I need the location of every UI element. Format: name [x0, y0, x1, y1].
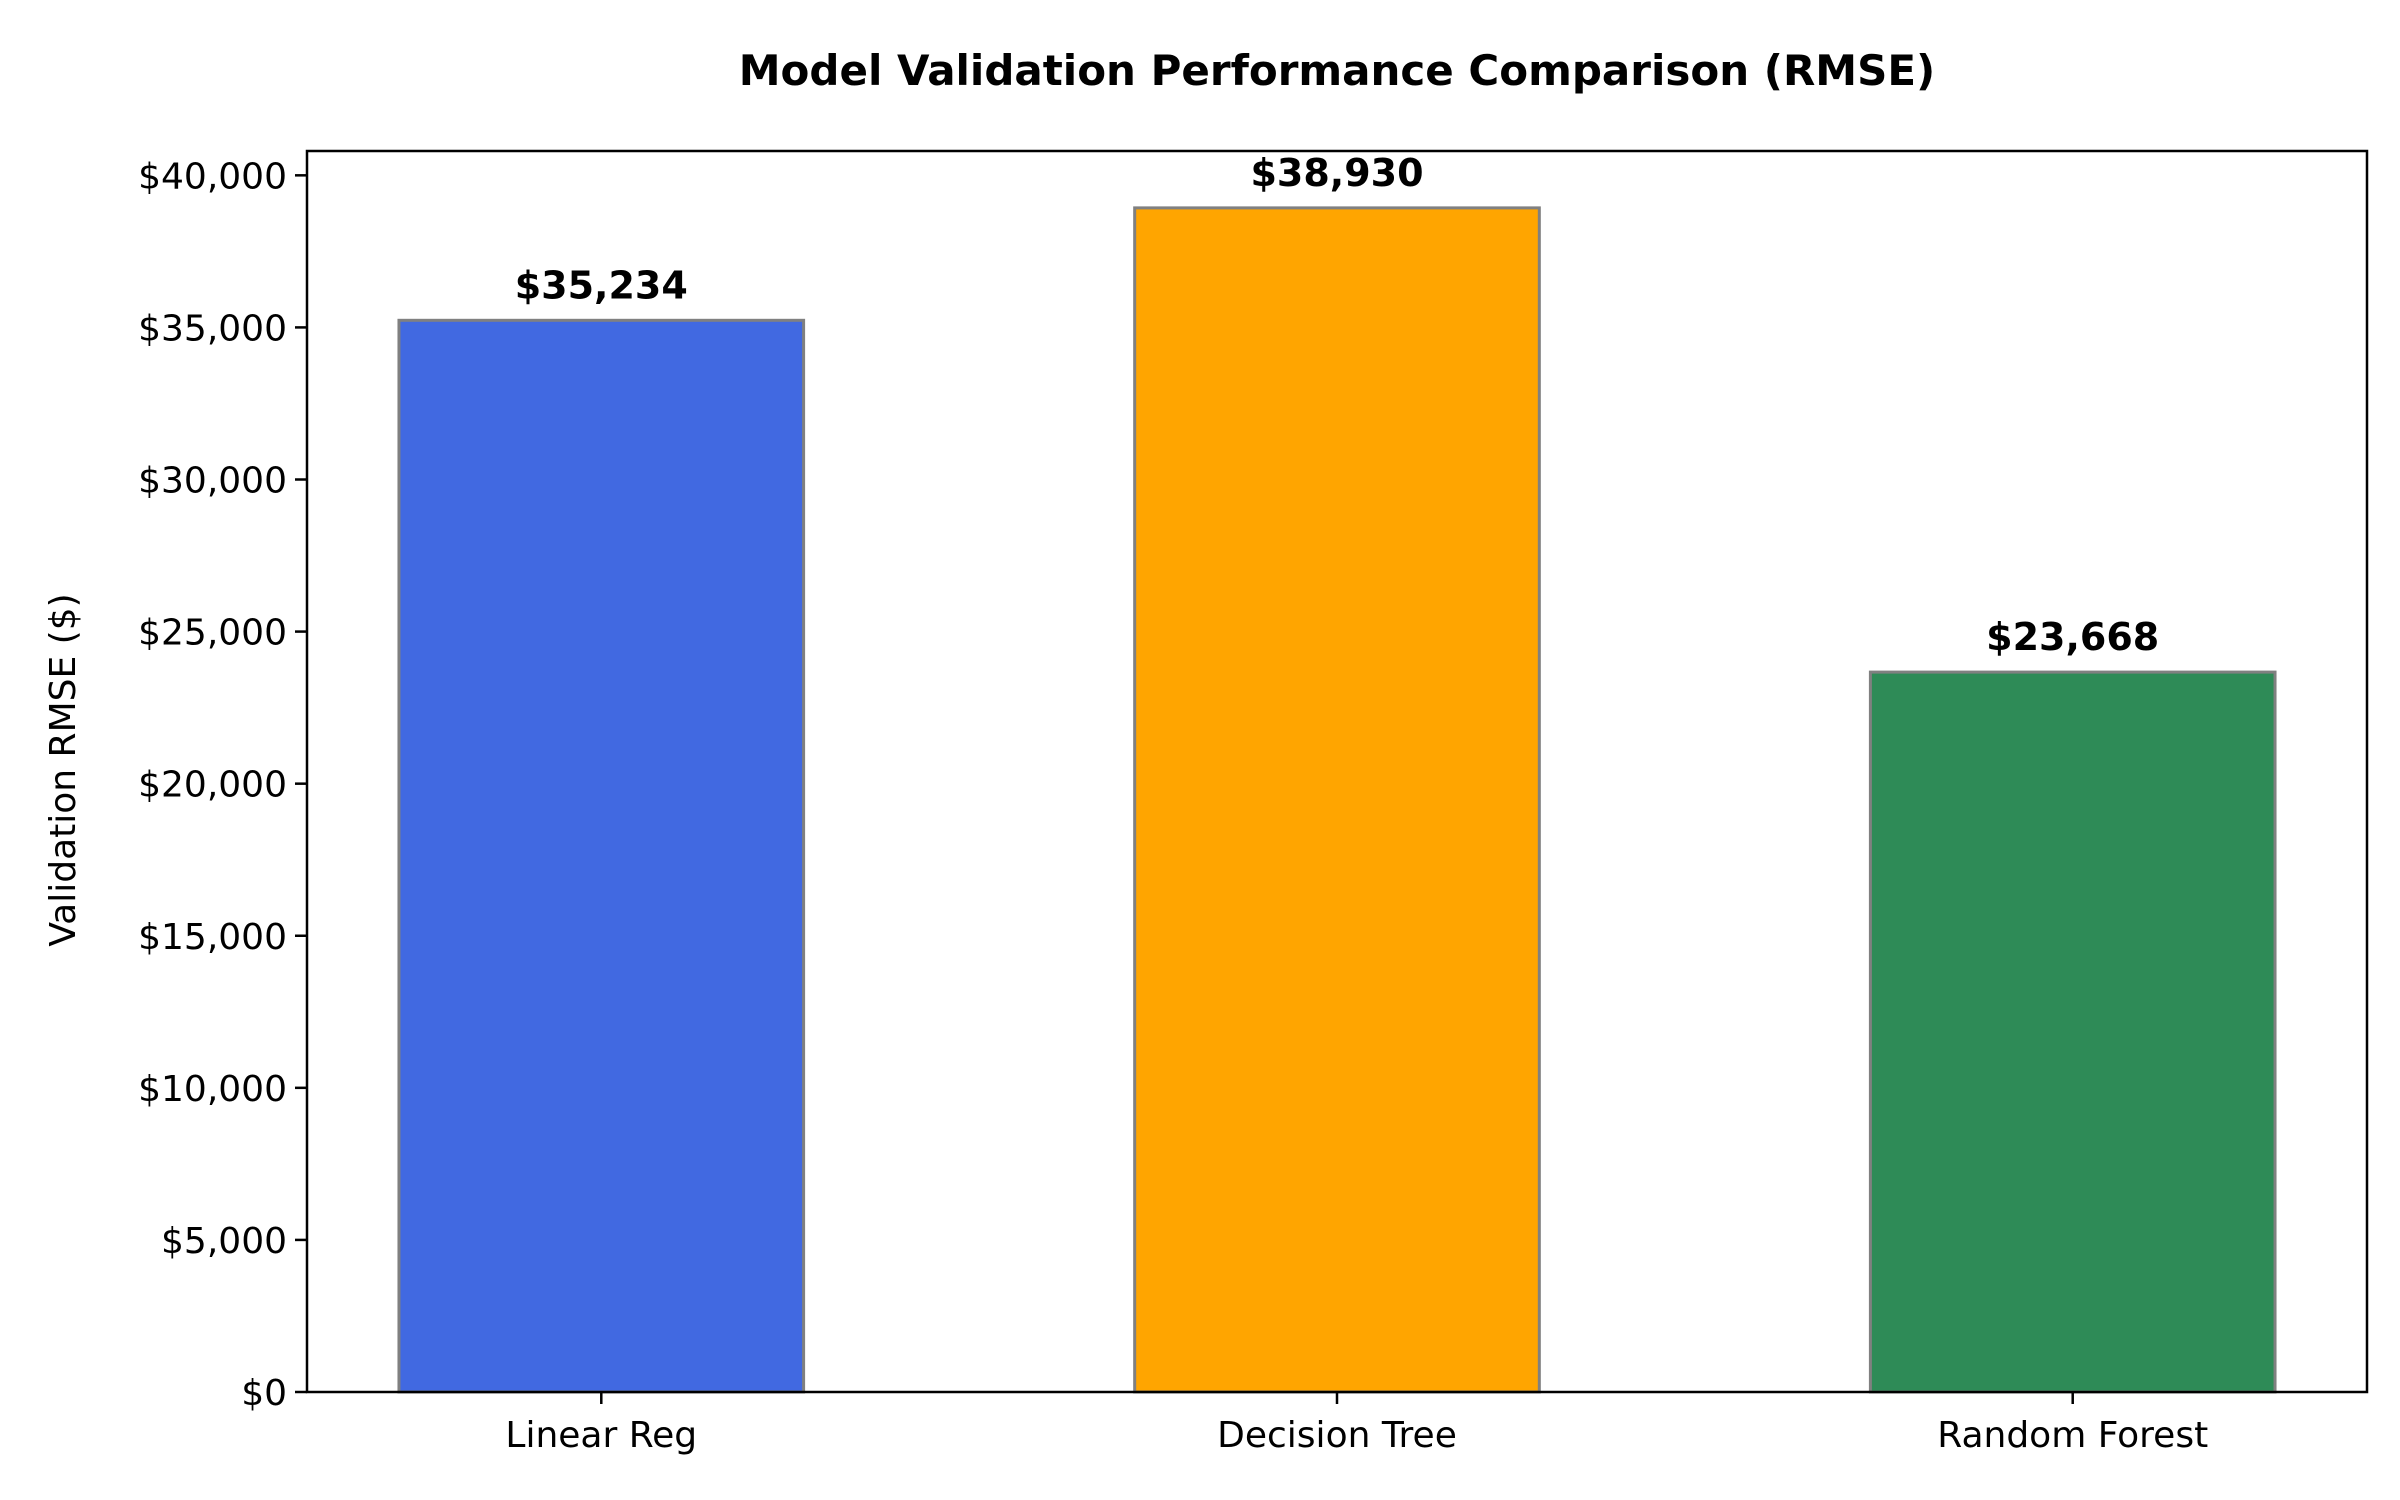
- y-tick-label: $15,000: [138, 917, 287, 958]
- bar-value-label: $35,234: [515, 263, 688, 307]
- y-axis-label: Validation RMSE ($): [43, 593, 84, 946]
- x-tick-label: Random Forest: [1937, 1415, 2208, 1456]
- y-axis-ticks: $0 $5,000 $10,000 $15,000 $20,000 $25,000 $30,…: [138, 156, 307, 1414]
- y-tick-label: $5,000: [161, 1221, 287, 1262]
- y-tick-label: $30,000: [138, 461, 287, 502]
- x-axis-ticks: Linear Reg Decision Tree Random Forest: [505, 1392, 2208, 1456]
- y-tick-label: $10,000: [138, 1069, 287, 1110]
- bar-linear-reg: [397, 318, 806, 1394]
- y-tick-label: $20,000: [138, 765, 287, 806]
- data-labels-group: $35,234 $38,930 $23,668: [515, 151, 2160, 659]
- bars-group: [397, 206, 2277, 1394]
- bar-decision-tree: [1133, 206, 1541, 1394]
- chart-title: Model Validation Performance Comparison …: [739, 46, 1935, 95]
- y-tick-label: $0: [241, 1373, 287, 1414]
- bar-random-forest: [1868, 670, 2277, 1394]
- x-tick-label: Decision Tree: [1217, 1415, 1457, 1456]
- y-tick-label: $40,000: [138, 156, 287, 197]
- y-tick-label: $25,000: [138, 613, 287, 654]
- y-tick-label: $35,000: [138, 308, 287, 349]
- bar-value-label: $38,930: [1250, 151, 1423, 195]
- bar-value-label: $23,668: [1986, 615, 2159, 659]
- x-tick-label: Linear Reg: [505, 1415, 697, 1456]
- plot-area-frame: [305, 149, 2369, 1394]
